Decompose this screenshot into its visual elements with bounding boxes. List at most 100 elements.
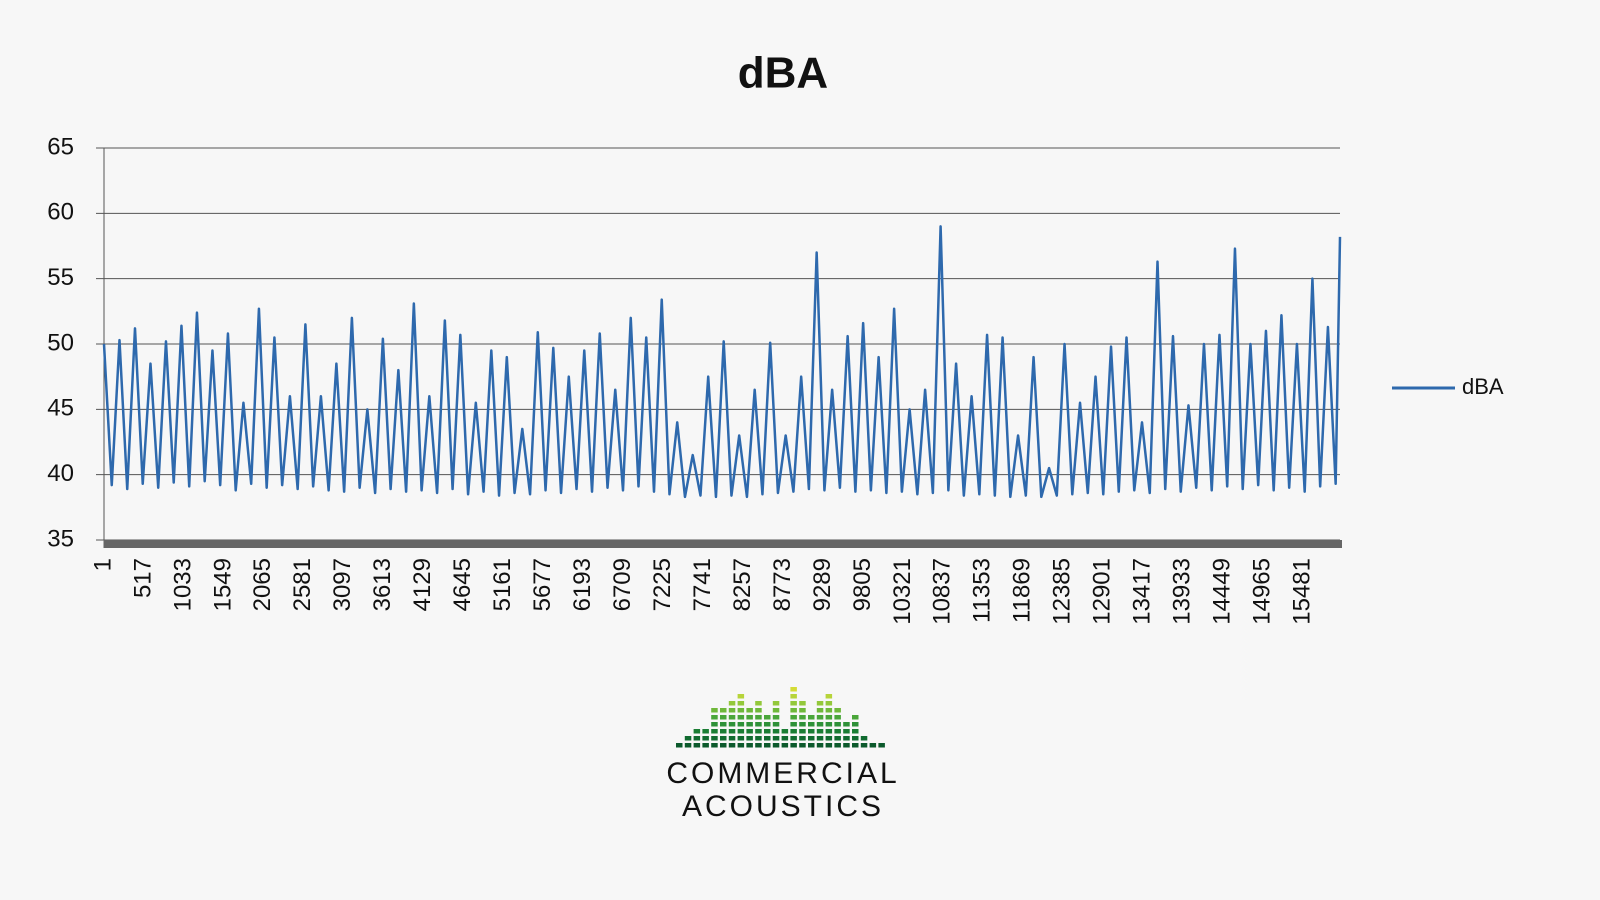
logo-bar <box>816 729 824 734</box>
logo-bar <box>764 722 771 727</box>
logo-bar <box>746 743 753 748</box>
chart-title: dBA <box>738 49 828 98</box>
logo-bar <box>772 708 780 713</box>
logo-bar <box>764 715 771 720</box>
logo-bar <box>720 722 727 727</box>
logo-bar <box>816 722 824 727</box>
logo-bar <box>711 743 718 748</box>
logo-bar <box>825 708 833 713</box>
x-tick-label: 7225 <box>649 558 676 611</box>
logo-bar <box>702 729 709 734</box>
x-tick-label: 5161 <box>489 558 516 611</box>
x-tick-label: 9289 <box>809 558 836 611</box>
logo-bar <box>790 687 797 692</box>
x-tick-label: 8257 <box>729 558 756 611</box>
logo-bar <box>728 729 736 734</box>
logo-bar <box>737 715 745 720</box>
logo-bar <box>755 736 762 741</box>
logo-bar <box>808 736 815 741</box>
x-tick-label: 4129 <box>409 558 436 611</box>
logo-bar <box>764 743 771 748</box>
x-tick-label: 10321 <box>889 558 916 625</box>
logo-bar <box>834 729 841 734</box>
logo-bar <box>860 736 868 741</box>
x-tick-label: 3613 <box>369 558 396 611</box>
logo-bar <box>834 736 841 741</box>
logo-bar <box>790 701 797 706</box>
logo-bar <box>781 743 789 748</box>
logo-bar <box>790 743 797 748</box>
logo-bar <box>772 701 780 706</box>
logo-bar <box>825 729 833 734</box>
x-tick-label: 1549 <box>209 558 236 611</box>
logo-bar <box>799 729 806 734</box>
logo-bar <box>799 743 806 748</box>
logo-bar <box>825 722 833 727</box>
logo-bar <box>737 701 745 706</box>
logo-bar <box>781 736 789 741</box>
logo-bar <box>720 729 727 734</box>
logo-bar <box>764 736 771 741</box>
x-tick-label: 11869 <box>1009 558 1036 623</box>
logo <box>676 687 885 748</box>
logo-bar <box>808 729 815 734</box>
logo-bar <box>790 736 797 741</box>
logo-bar <box>764 729 771 734</box>
x-tick-label: 12385 <box>1049 558 1076 625</box>
y-tick-label: 60 <box>47 199 74 226</box>
logo-bar <box>843 722 850 727</box>
y-tick-label: 65 <box>47 133 74 160</box>
logo-bar <box>790 694 797 699</box>
x-tick-label: 15481 <box>1288 558 1315 625</box>
logo-bar <box>790 722 797 727</box>
x-tick-label: 2581 <box>289 558 316 611</box>
y-tick-label: 55 <box>47 264 74 291</box>
x-tick-label: 4645 <box>449 558 476 611</box>
logo-bar <box>781 729 789 734</box>
logo-bar <box>825 701 833 706</box>
logo-bar <box>755 743 762 748</box>
logo-bar <box>720 708 727 713</box>
logo-bar <box>737 743 745 748</box>
logo-bar <box>737 729 745 734</box>
logo-text: ACOUSTICS <box>682 790 884 823</box>
logo-bar <box>825 743 833 748</box>
legend-label: dBA <box>1462 374 1504 399</box>
logo-text: COMMERCIAL <box>666 757 899 790</box>
x-tick-label: 6709 <box>609 558 636 611</box>
logo-bar <box>737 708 745 713</box>
logo-bar <box>711 729 718 734</box>
logo-bar <box>772 715 780 720</box>
logo-bar <box>860 743 868 748</box>
logo-bar <box>755 729 762 734</box>
logo-bar <box>693 743 701 748</box>
logo-bar <box>808 722 815 727</box>
data-line <box>102 225 1342 499</box>
logo-bar <box>869 743 877 748</box>
logo-bar <box>843 736 850 741</box>
logo-bar <box>702 736 709 741</box>
y-tick-label: 50 <box>47 329 74 356</box>
logo-bar <box>799 715 806 720</box>
logo-bar <box>852 743 859 748</box>
logo-bar <box>702 743 709 748</box>
logo-bar <box>693 729 701 734</box>
logo-bar <box>684 743 692 748</box>
logo-bar <box>720 743 727 748</box>
logo-bar <box>825 694 833 699</box>
x-tick-label: 11353 <box>969 558 996 623</box>
x-axis <box>104 540 1342 548</box>
logo-bar <box>720 736 727 741</box>
logo-bar <box>808 743 815 748</box>
logo-bar <box>825 736 833 741</box>
y-tick-label: 40 <box>47 460 74 487</box>
logo-bar <box>711 708 718 713</box>
logo-bar <box>737 722 745 727</box>
x-tick-label: 10837 <box>929 558 956 625</box>
logo-bar <box>684 736 692 741</box>
logo-bar <box>808 715 815 720</box>
logo-bar <box>746 715 753 720</box>
logo-bar <box>737 736 745 741</box>
logo-bar <box>834 708 841 713</box>
y-tick-label: 45 <box>47 395 74 422</box>
